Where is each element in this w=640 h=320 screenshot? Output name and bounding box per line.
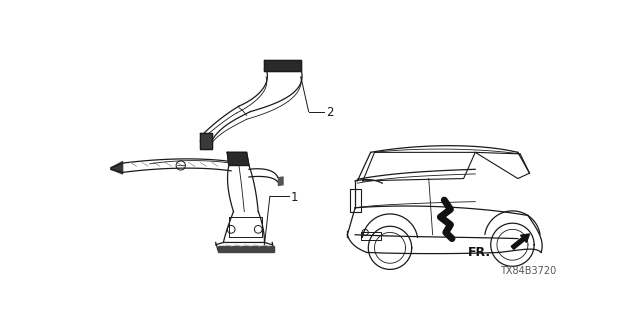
Text: FR.: FR.: [468, 246, 491, 259]
Text: TX84B3720: TX84B3720: [500, 266, 557, 276]
FancyArrow shape: [511, 234, 529, 249]
Polygon shape: [200, 133, 212, 148]
Text: 2: 2: [326, 106, 333, 119]
Polygon shape: [111, 162, 123, 174]
Polygon shape: [264, 60, 301, 71]
Polygon shape: [227, 152, 249, 165]
Polygon shape: [218, 246, 274, 252]
Polygon shape: [278, 177, 283, 186]
Text: 1: 1: [291, 190, 298, 204]
